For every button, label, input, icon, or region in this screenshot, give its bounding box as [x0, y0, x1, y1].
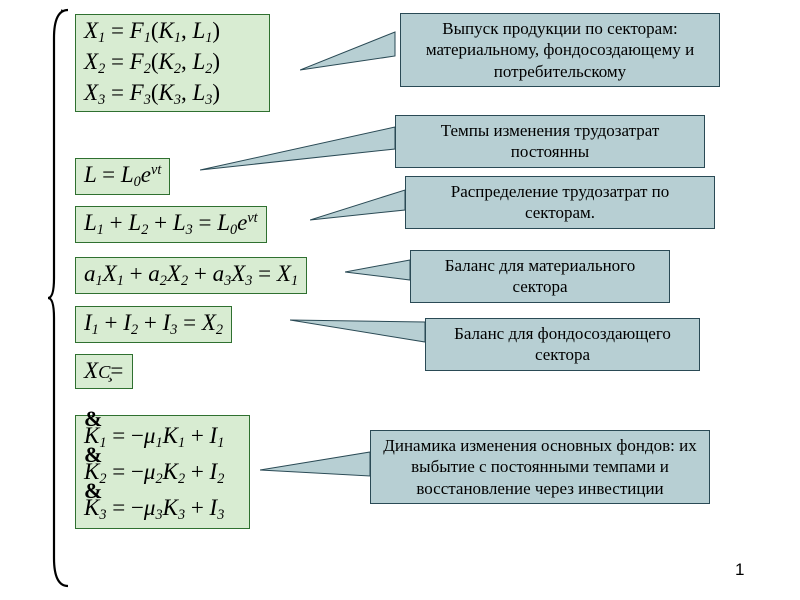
callout-capital-tail [260, 450, 372, 484]
eq-labor-sum: L1 + L2 + L3 = L0eνt [75, 206, 267, 243]
stray-dot: . [60, 0, 64, 16]
eq-labor-rate: L = L0eνt [75, 158, 170, 195]
eq-x1: X1 = F1(K1, L1) [84, 17, 261, 48]
eq-output-x: X1 = F1(K1, L1) X2 = F2(K2, L2) X3 = F3(… [75, 14, 270, 112]
callout-labor-dist: Распределение трудозатрат по секторам. [405, 176, 715, 229]
callout-output-tail [300, 30, 400, 85]
eq-k1: K&1 = −μ1K1 + I1 [84, 418, 241, 454]
eq-x2: X2 = F2(K2, L2) [84, 48, 261, 79]
system-brace [48, 8, 70, 588]
callout-material-tail [345, 258, 411, 284]
eq-material-balance: a1X1 + a2X2 + a3X3 = X1 [75, 257, 307, 294]
callout-labor-dist-tail [310, 188, 406, 228]
callout-output: Выпуск продукции по секторам: материальн… [400, 13, 720, 87]
eq-consumer: XС̧= [75, 354, 133, 389]
callout-labor-rate: Темпы изменения трудозатрат постоянны [395, 115, 705, 168]
eq-capital-dynamics: K&1 = −μ1K1 + I1 K&2 = −μ2K2 + I2 K&3 = … [75, 415, 250, 529]
eq-fund-balance: I1 + I2 + I3 = X2 [75, 306, 232, 343]
callout-fund: Баланс для фондосоздающего сектора [425, 318, 700, 371]
eq-x3: X3 = F3(K3, L3) [84, 79, 261, 110]
eq-k3: K&3 = −μ3K3 + I3 [84, 490, 241, 526]
eq-k2: K&2 = −μ2K2 + I2 [84, 454, 241, 490]
page-number: 1 [735, 560, 744, 580]
callout-fund-tail [290, 318, 426, 348]
callout-capital: Динамика изменения основных фондов: их в… [370, 430, 710, 504]
callout-material: Баланс для материального сектора [410, 250, 670, 303]
callout-labor-rate-tail [200, 125, 396, 180]
